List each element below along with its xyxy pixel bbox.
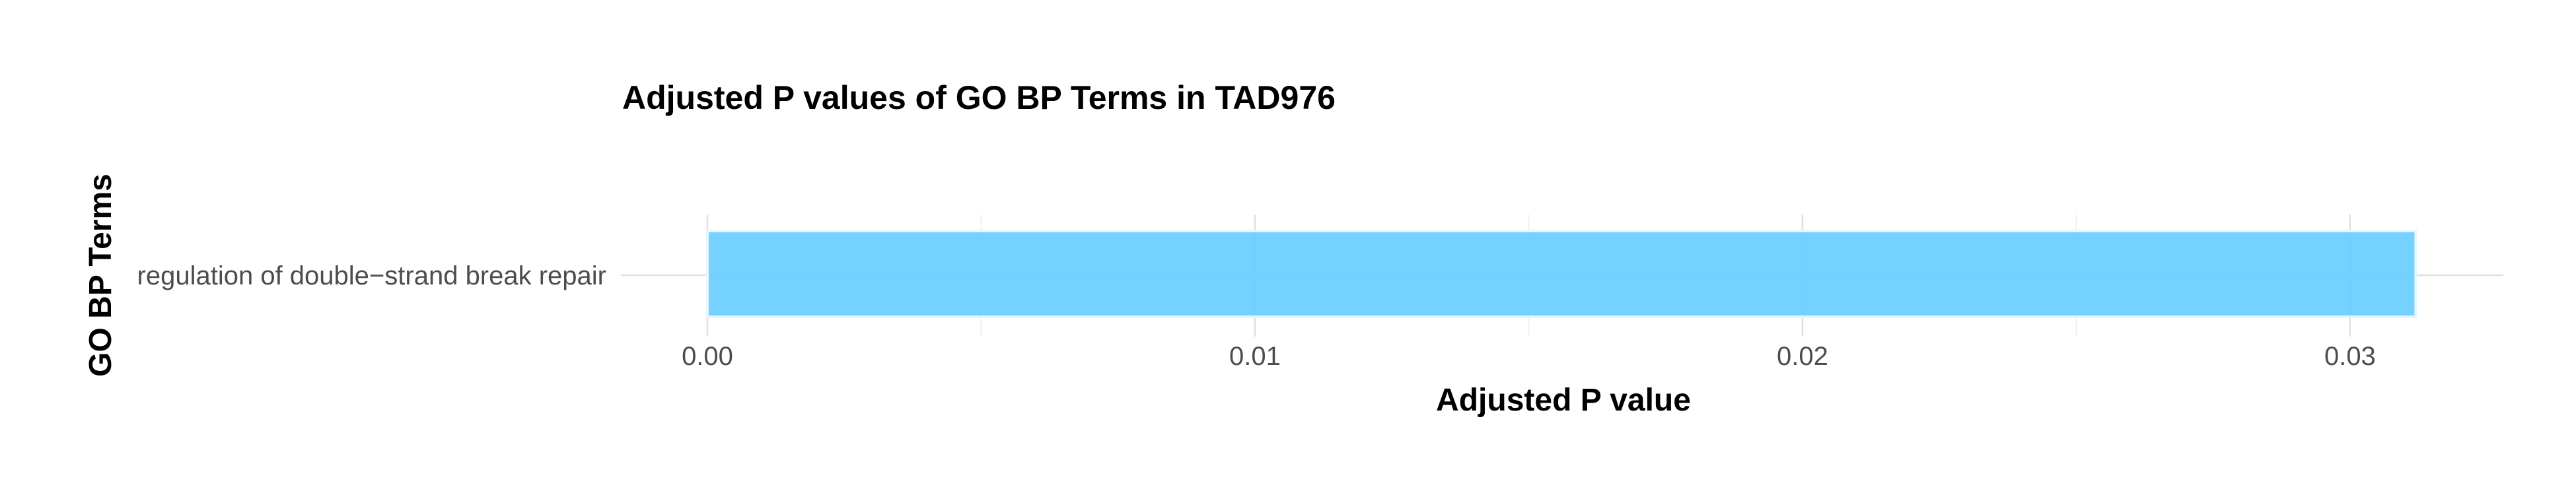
chart-title: Adjusted P values of GO BP Terms in TAD9…	[622, 79, 1336, 116]
bars	[706, 230, 2417, 318]
x-axis-ticks: 0.00 0.01 0.02 0.03	[682, 342, 2376, 371]
y-axis-title: GO BP Terms	[83, 174, 118, 377]
category-label: regulation of double−strand break repair	[137, 261, 606, 290]
x-tick-label: 0.02	[1777, 342, 1828, 371]
x-tick-label: 0.03	[2324, 342, 2376, 371]
x-axis-title: Adjusted P value	[1436, 383, 1691, 418]
bar-0	[706, 230, 2417, 318]
x-tick-label: 0.01	[1229, 342, 1281, 371]
x-tick-label: 0.00	[682, 342, 733, 371]
y-axis-categories: regulation of double−strand break repair	[137, 261, 606, 290]
